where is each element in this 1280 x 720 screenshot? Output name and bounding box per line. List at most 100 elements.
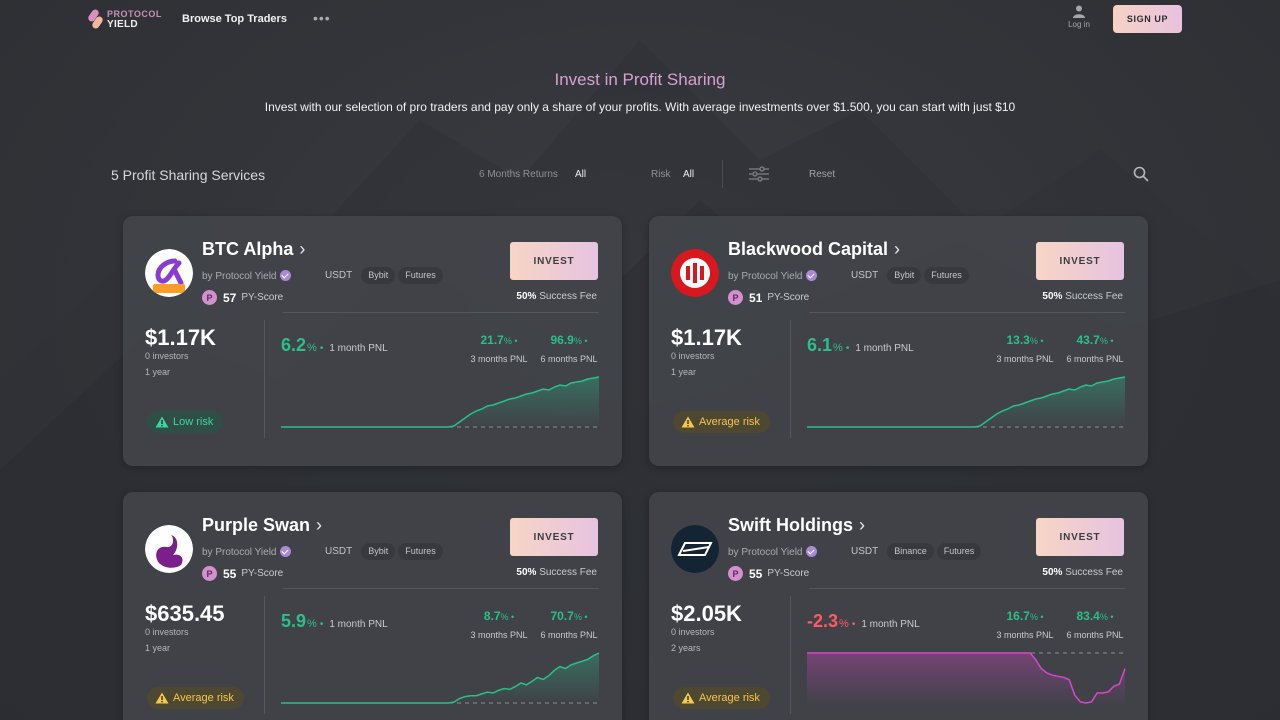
top-navigation-bar: PROTOCOL YIELD Browse Top Traders ••• Lo… bbox=[0, 0, 1280, 38]
success-fee-label: Success Fee bbox=[1065, 567, 1123, 578]
filter-divider bbox=[722, 160, 723, 188]
sparkline-line bbox=[281, 376, 600, 428]
swan-logo-icon bbox=[145, 525, 193, 573]
trader-name-link[interactable]: Purple Swan › bbox=[202, 515, 322, 536]
browse-top-traders-link[interactable]: Browse Top Traders bbox=[182, 13, 287, 25]
percent-sign: % bbox=[573, 612, 582, 622]
pnl-6-months: 83.4% • 6 months PNL bbox=[1059, 607, 1131, 640]
pnl-1-month: 5.9% • 1 month PNL bbox=[281, 611, 388, 632]
pnl-6-months-label: 6 months PNL bbox=[1066, 630, 1124, 640]
success-fee-label: Success Fee bbox=[1065, 291, 1123, 302]
investors-count: 0 investors bbox=[671, 627, 715, 637]
returns-filter-label[interactable]: 6 Months Returns bbox=[479, 169, 558, 180]
card-divider bbox=[283, 588, 599, 589]
investors-count: 0 investors bbox=[145, 627, 189, 637]
more-menu-icon[interactable]: ••• bbox=[313, 10, 331, 26]
reset-filters-button[interactable]: Reset bbox=[809, 169, 836, 180]
success-fee-value: 50% bbox=[1042, 291, 1063, 302]
percent-sign: % bbox=[1099, 612, 1108, 622]
sliders-filter-icon[interactable] bbox=[749, 166, 769, 182]
currency-tag: USDT bbox=[851, 270, 879, 281]
percent-sign: % bbox=[1099, 336, 1108, 346]
pnl-3-months-value: 8.7 bbox=[483, 609, 501, 623]
py-score-icon: P bbox=[202, 566, 217, 581]
trend-dot-icon: • bbox=[1037, 336, 1044, 346]
assets-under-management: $2.05K bbox=[671, 601, 742, 626]
returns-filter-value[interactable]: All bbox=[575, 169, 587, 180]
pnl-6-months-value: 83.4 bbox=[1076, 609, 1100, 623]
risk-filter-label[interactable]: Risk bbox=[651, 169, 671, 180]
py-score-label: PY-Score bbox=[241, 568, 284, 579]
swan-logo-icon-graphic bbox=[145, 525, 193, 573]
currency-tag: USDT bbox=[325, 270, 353, 281]
pnl-3-months-value: 13.3 bbox=[1006, 333, 1030, 347]
trader-card[interactable]: Swift Holdings › by Protocol Yield USDT B… bbox=[649, 492, 1148, 720]
trader-name: BTC Alpha bbox=[202, 239, 294, 259]
pnl-1-month-label: 1 month PNL bbox=[329, 619, 388, 630]
search-icon[interactable] bbox=[1133, 166, 1149, 182]
trader-name: Purple Swan bbox=[202, 515, 311, 535]
py-score-value: 55 bbox=[223, 566, 237, 581]
trader-name-link[interactable]: Blackwood Capital › bbox=[728, 239, 900, 260]
risk-label: Average risk bbox=[173, 692, 234, 704]
login-button[interactable]: Log in bbox=[1063, 5, 1095, 29]
pnl-1-month-label: 1 month PNL bbox=[329, 343, 388, 354]
trader-card[interactable]: Blackwood Capital › by Protocol Yield USD… bbox=[649, 216, 1148, 466]
invest-button[interactable]: INVEST bbox=[510, 242, 598, 280]
market-tag: Futures bbox=[924, 267, 969, 284]
strategy-age: 2 years bbox=[671, 643, 701, 653]
provider-label: by Protocol Yield bbox=[728, 270, 817, 282]
invest-button[interactable]: INVEST bbox=[510, 518, 598, 556]
sign-up-button[interactable]: SIGN UP bbox=[1113, 5, 1182, 33]
risk-label: Low risk bbox=[173, 416, 214, 428]
blackwood-logo-icon-graphic bbox=[671, 249, 719, 297]
pnl-1-month: 6.1% • 1 month PNL bbox=[807, 335, 914, 356]
trader-name-link[interactable]: Swift Holdings › bbox=[728, 515, 865, 536]
trader-card[interactable]: BTC Alpha › by Protocol Yield USDT Bybit … bbox=[123, 216, 622, 466]
currency-tag: USDT bbox=[325, 546, 353, 557]
invest-button[interactable]: INVEST bbox=[1036, 518, 1124, 556]
trader-tags: USDT Bybit Futures bbox=[319, 543, 443, 560]
percent-sign: % bbox=[503, 336, 512, 346]
py-score-label: PY-Score bbox=[241, 292, 284, 303]
pnl-1-month-value: 6.2 bbox=[281, 335, 307, 355]
trend-dot-icon: • bbox=[1107, 612, 1114, 622]
exchange-tag: Binance bbox=[887, 543, 934, 560]
trader-card[interactable]: Purple Swan › by Protocol Yield USDT Bybi… bbox=[123, 492, 622, 720]
chevron-right-icon: › bbox=[859, 515, 865, 535]
success-fee-value: 50% bbox=[1042, 567, 1063, 578]
percent-sign: % bbox=[500, 612, 509, 622]
pnl-1-month: 6.2% • 1 month PNL bbox=[281, 335, 388, 356]
py-score-label: PY-Score bbox=[767, 292, 810, 303]
protocol-yield-logo[interactable]: PROTOCOL YIELD bbox=[87, 6, 167, 32]
trader-name-link[interactable]: BTC Alpha › bbox=[202, 239, 305, 260]
trend-dot-icon: • bbox=[851, 619, 856, 630]
card-divider bbox=[283, 312, 599, 313]
provider-label: by Protocol Yield bbox=[202, 270, 291, 282]
card-vertical-divider bbox=[790, 320, 791, 438]
py-score-icon: P bbox=[728, 290, 743, 305]
success-fee-value: 50% bbox=[516, 291, 537, 302]
invest-button[interactable]: INVEST bbox=[1036, 242, 1124, 280]
pnl-3-months: 16.7% • 3 months PNL bbox=[989, 607, 1061, 640]
risk-badge: Average risk bbox=[673, 411, 770, 433]
blackwood-logo-icon bbox=[671, 249, 719, 297]
alpha-logo-icon bbox=[145, 249, 193, 297]
assets-under-management: $635.45 bbox=[145, 601, 225, 626]
warning-triangle-icon bbox=[681, 416, 695, 428]
warning-triangle-icon bbox=[155, 416, 169, 428]
pnl-1-month-value: -2.3 bbox=[807, 611, 839, 631]
chevron-right-icon: › bbox=[316, 515, 323, 535]
performance-sparkline bbox=[807, 376, 1126, 428]
verified-badge-icon bbox=[279, 270, 291, 281]
exchange-tag: Bybit bbox=[887, 267, 922, 284]
provider-name: by Protocol Yield bbox=[202, 547, 277, 558]
verified-badge-icon bbox=[805, 546, 817, 557]
risk-filter-value[interactable]: All bbox=[683, 169, 695, 180]
percent-sign: % bbox=[307, 342, 317, 354]
strategy-age: 1 year bbox=[145, 367, 171, 377]
trend-dot-icon: • bbox=[1037, 612, 1044, 622]
trader-name: Blackwood Capital bbox=[728, 239, 889, 259]
login-label: Log in bbox=[1068, 20, 1090, 29]
